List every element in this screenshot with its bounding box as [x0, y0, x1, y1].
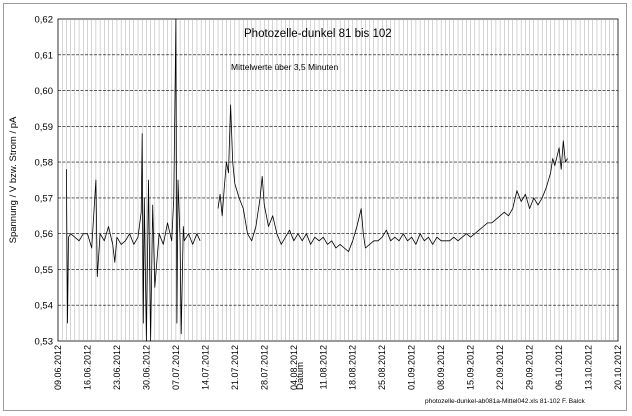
x-tick-label: 11.08.2012 [318, 345, 328, 389]
y-tick-labels: 0,53 0,54 0,55 0,56 0,57 0,58 0,59 0,60 0,61 0,62 [35, 15, 54, 348]
chart-title: Photozelle-dunkel 81 bis 102 [244, 28, 392, 40]
y-tick-label: 0,58 [35, 158, 54, 169]
x-tick-label: 08.09.2012 [436, 345, 446, 390]
x-tick-label: 09.06.2012 [53, 345, 63, 390]
y-tick-label: 0,54 [35, 301, 54, 312]
y-tick-label: 0,53 [35, 337, 54, 348]
x-tick-label: 16.06.2012 [82, 345, 92, 390]
x-tick-label: 07.07.2012 [171, 345, 181, 390]
series-line [66, 18, 568, 342]
y-axis-title: Spannung / V bzw. Strom / pA [8, 116, 19, 243]
y-tick-label: 0,60 [35, 86, 54, 97]
y-tick-label: 0,55 [35, 265, 54, 276]
y-tick-label: 0,61 [35, 50, 54, 61]
y-tick-label: 0,62 [35, 15, 54, 26]
x-tick-label: 22.09.2012 [495, 345, 505, 390]
x-tick-label: 14.07.2012 [200, 345, 210, 390]
x-tick-label: 25.08.2012 [377, 345, 387, 390]
x-tick-label: 15.09.2012 [466, 345, 476, 390]
x-tick-label: 18.08.2012 [348, 345, 358, 390]
x-tick-label: 13.10.2012 [584, 345, 594, 390]
x-tick-label: 28.07.2012 [259, 345, 269, 390]
y-tick-label: 0,57 [35, 193, 54, 204]
y-tick-label: 0,56 [35, 229, 54, 240]
x-tick-label: 23.06.2012 [112, 345, 122, 390]
x-tick-label: 04.08.2012 [289, 345, 299, 390]
x-tick-label: 21.07.2012 [230, 345, 240, 390]
chart-frame: 0,53 0,54 0,55 0,56 0,57 0,58 0,59 0,60 0,61 0,62… [3, 3, 627, 411]
footer-note: photozelle-dunkel-ab081a-Mittel042.xls 8… [425, 398, 585, 405]
x-tick-label: 30.06.2012 [141, 345, 151, 390]
x-axis-title: Datum [295, 362, 306, 390]
line-chart: 0,53 0,54 0,55 0,56 0,57 0,58 0,59 0,60 0,61 0,62… [8, 15, 623, 406]
x-tick-label: 01.09.2012 [407, 345, 417, 390]
chart-subtitle: Mittelwerte über 3,5 Minuten [231, 62, 339, 72]
x-tick-label: 06.10.2012 [554, 345, 564, 390]
grid-lines [58, 19, 618, 341]
y-tick-label: 0,59 [35, 122, 54, 133]
x-tick-label: 29.09.2012 [525, 345, 535, 390]
x-tick-labels: 09.06.2012 16.06.2012 23.06.2012 30.06.2012… [53, 345, 623, 390]
x-tick-label: 20.10.2012 [613, 345, 623, 390]
